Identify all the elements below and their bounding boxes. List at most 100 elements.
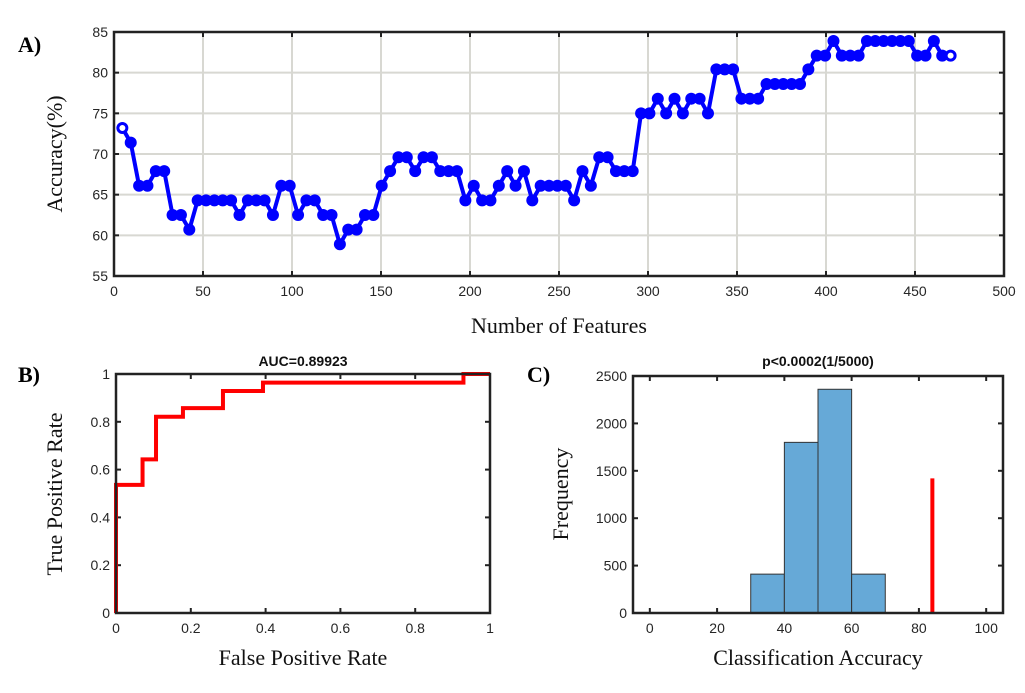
data-point <box>174 209 187 221</box>
axes-frame <box>631 374 1005 615</box>
data-point <box>635 107 648 120</box>
data-point <box>216 194 229 207</box>
data-point <box>325 209 338 221</box>
data-point <box>860 34 873 47</box>
x-tick-label: 1 <box>486 620 494 636</box>
x-tick-label: 50 <box>195 283 211 299</box>
data-point <box>543 179 556 192</box>
data-point <box>509 179 522 192</box>
data-point <box>911 49 924 62</box>
data-point <box>668 92 681 105</box>
x-axis-label: False Positive Rate <box>219 645 388 670</box>
x-tick-label: 60 <box>844 620 860 636</box>
data-point <box>919 49 932 62</box>
y-tick-label: 0.2 <box>91 557 111 573</box>
data-point <box>241 194 254 207</box>
data-point <box>701 107 714 120</box>
x-tick-label: 0 <box>646 620 654 636</box>
data-point <box>158 165 171 178</box>
data-point <box>685 92 698 105</box>
data-point <box>342 223 355 236</box>
data-point <box>827 34 840 47</box>
panel-label: C) <box>527 362 550 387</box>
y-axis-label: Accuracy(%) <box>42 95 67 212</box>
y-tick-label: 80 <box>92 65 108 81</box>
data-point <box>618 165 631 178</box>
x-tick-label: 500 <box>992 283 1016 299</box>
data-point <box>501 165 514 178</box>
data-point <box>752 92 765 105</box>
data-point <box>308 194 321 207</box>
y-tick-label: 75 <box>92 105 108 121</box>
data-point <box>802 63 815 76</box>
data-point <box>459 194 472 207</box>
data-point <box>777 78 790 91</box>
y-tick-label: 2500 <box>596 368 627 384</box>
panel-c-permutation-histogram: 0 20 40 60 80 10005001000150020002500Classifi… <box>527 353 1005 670</box>
x-tick-label: 80 <box>911 620 927 636</box>
data-point <box>735 92 748 105</box>
data-point <box>358 209 371 221</box>
data-point <box>794 78 807 91</box>
data-point <box>283 179 296 192</box>
x-axis-label: Number of Features <box>471 313 647 338</box>
data-point <box>693 92 706 105</box>
histogram-bar <box>817 388 853 614</box>
data-point <box>124 136 137 149</box>
data-point <box>927 34 940 47</box>
histogram-bar <box>783 441 819 614</box>
data-point <box>886 34 899 47</box>
histogram-bar <box>851 573 886 614</box>
y-tick-label: 0.4 <box>91 509 111 525</box>
data-point <box>141 179 154 192</box>
data-point <box>149 165 162 178</box>
data-point <box>894 34 907 47</box>
data-point <box>559 179 572 192</box>
data-point <box>208 194 221 207</box>
data-point <box>710 63 723 76</box>
histogram-bar <box>750 573 785 614</box>
data-point <box>718 63 731 76</box>
data-point <box>317 209 330 221</box>
data-point <box>651 92 664 105</box>
data-point <box>476 194 489 207</box>
data-point <box>292 209 305 221</box>
panel-label: B) <box>18 362 40 387</box>
data-point <box>258 194 271 207</box>
chart-title: AUC=0.89923 <box>258 353 347 369</box>
data-point <box>183 223 196 236</box>
data-point <box>760 78 773 91</box>
x-tick-label: 0.2 <box>181 620 201 636</box>
data-point <box>467 179 480 192</box>
data-point <box>233 209 246 221</box>
y-tick-label: 1500 <box>596 463 627 479</box>
data-point <box>584 179 597 192</box>
data-point <box>534 179 547 192</box>
data-point <box>225 194 238 207</box>
y-tick-label: 1000 <box>596 510 627 526</box>
x-tick-label: 40 <box>777 620 793 636</box>
data-point <box>133 179 146 192</box>
data-point <box>643 107 656 120</box>
data-point <box>785 78 798 91</box>
plot-area <box>116 374 490 613</box>
data-point <box>266 209 279 221</box>
x-tick-label: 200 <box>458 283 482 299</box>
data-point <box>609 165 622 178</box>
data-point <box>568 194 581 207</box>
y-tick-label: 85 <box>92 24 108 40</box>
x-tick-label: 20 <box>709 620 725 636</box>
x-tick-label: 100 <box>280 283 304 299</box>
y-tick-label: 0.8 <box>91 414 111 430</box>
data-point <box>944 49 957 62</box>
data-point <box>451 165 464 178</box>
data-point <box>601 151 614 164</box>
data-point <box>902 34 915 47</box>
data-point <box>400 151 413 164</box>
data-point <box>116 121 129 134</box>
x-tick-label: 0.6 <box>331 620 351 636</box>
data-point <box>835 49 848 62</box>
data-point <box>492 179 505 192</box>
data-point <box>551 179 564 192</box>
chart-title: p<0.0002(1/5000) <box>762 353 874 369</box>
